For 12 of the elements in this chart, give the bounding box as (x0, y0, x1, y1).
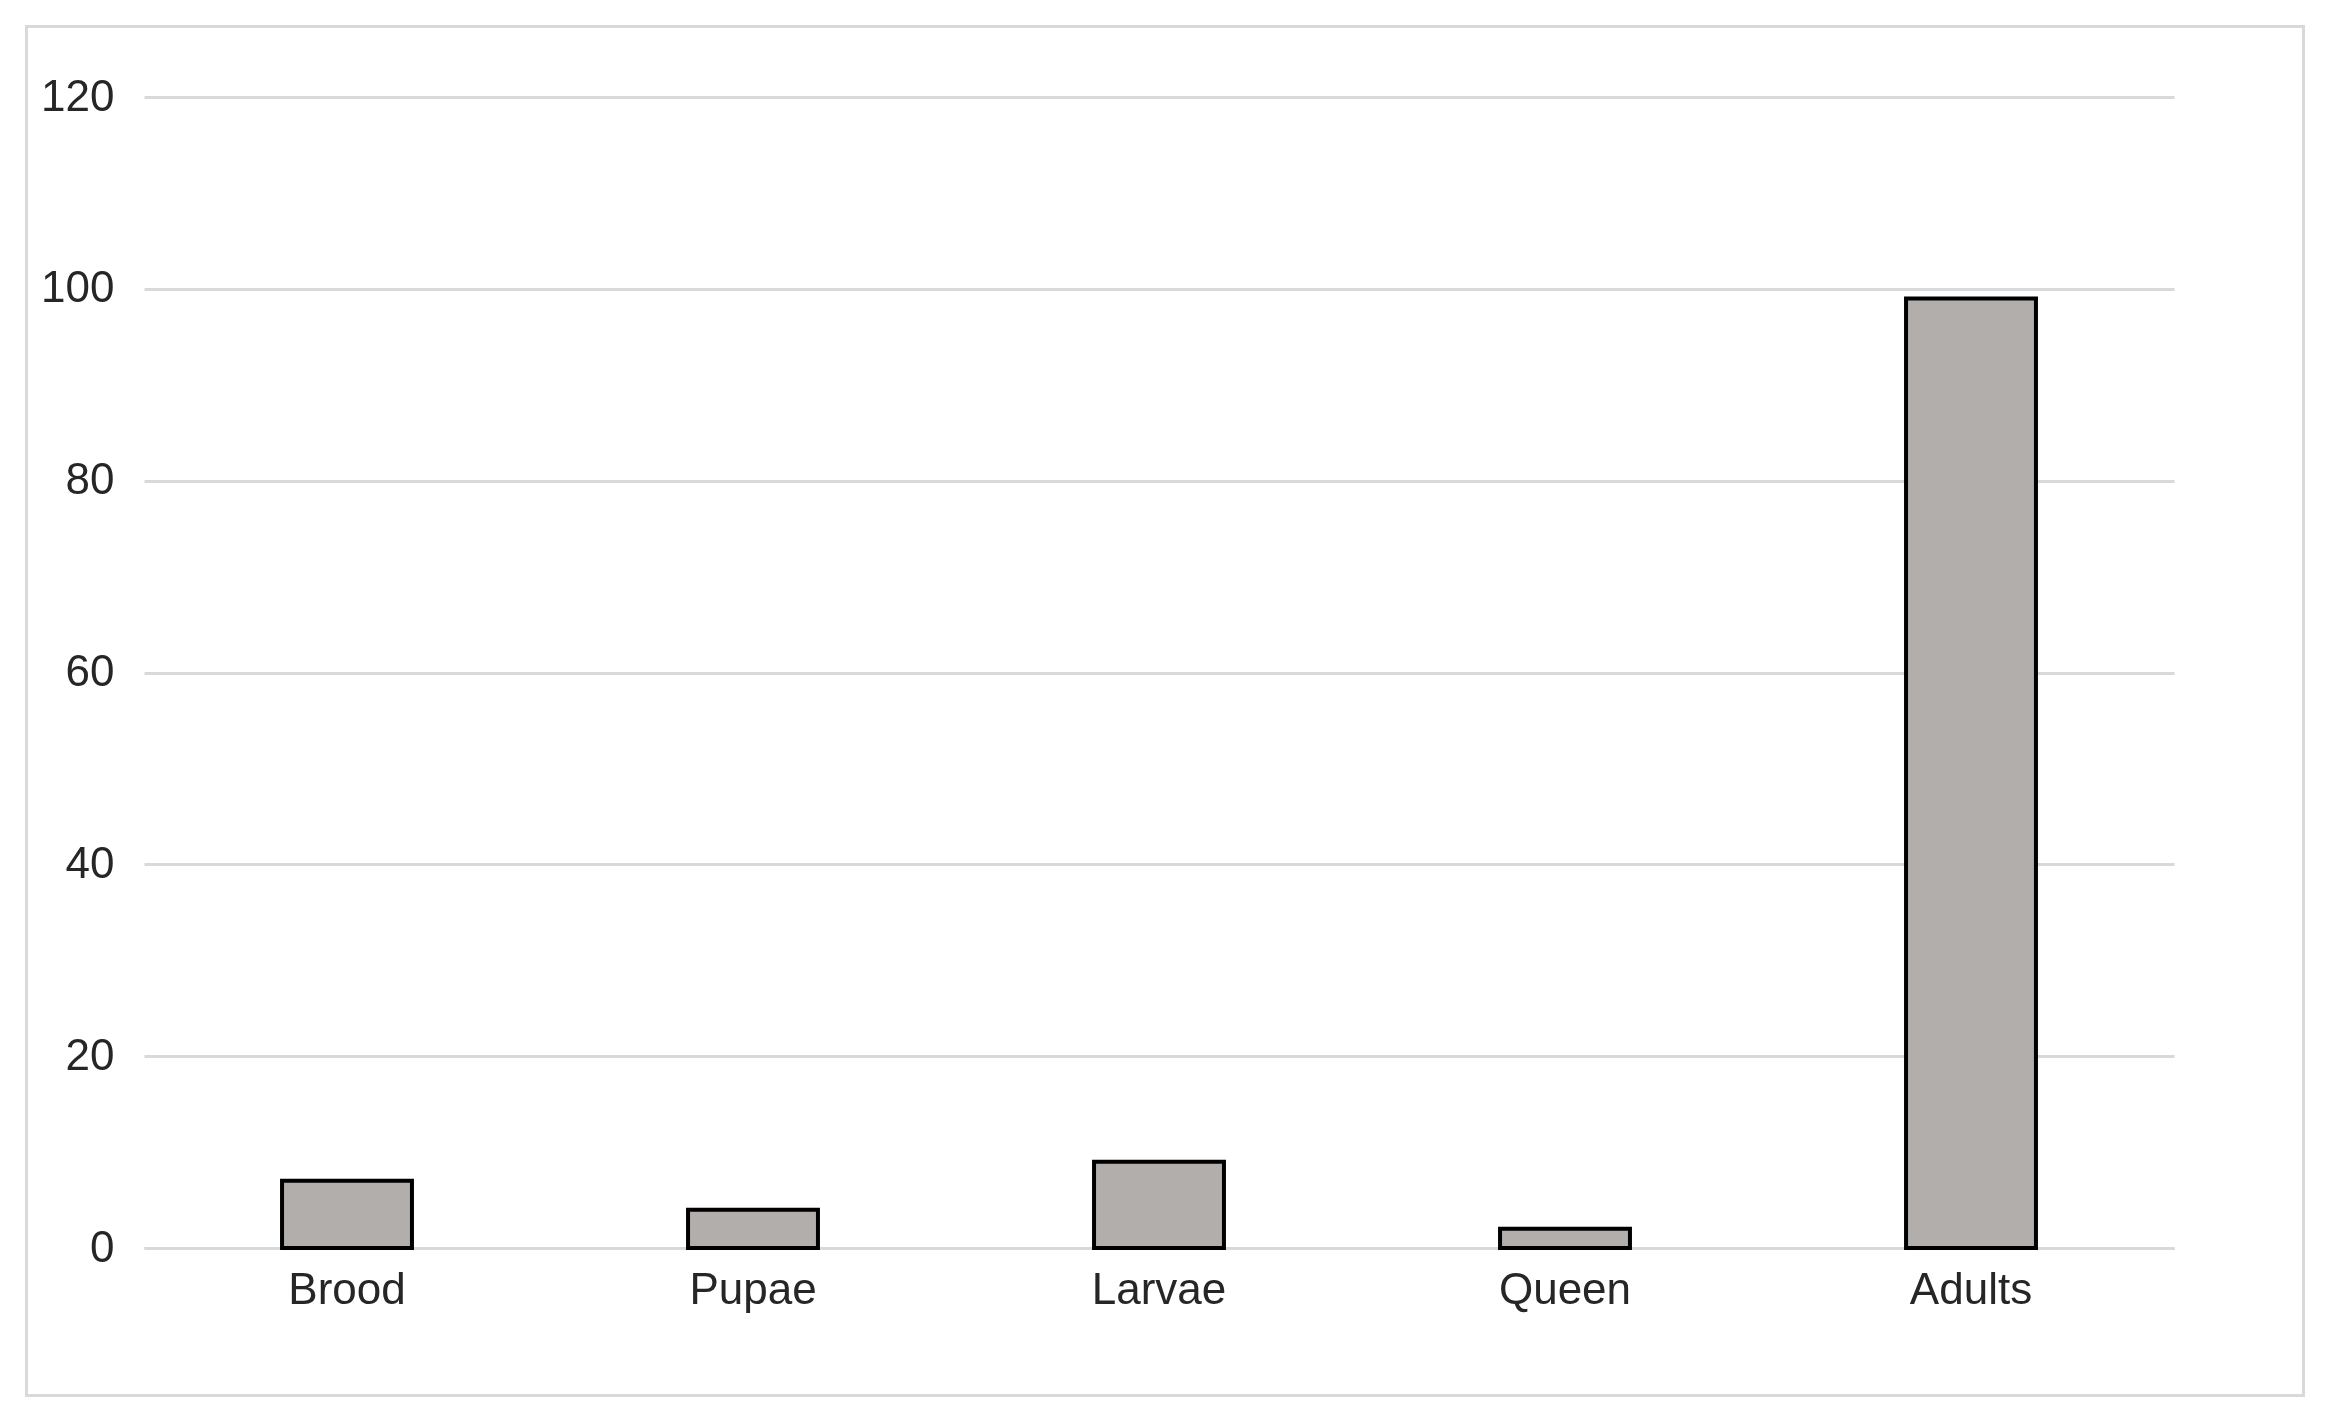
x-tick-label: Larvae (1091, 1263, 1227, 1313)
y-tick-label: 100 (41, 262, 115, 312)
y-tick-label: 40 (65, 837, 115, 887)
x-tick-label: Adults (1909, 1263, 2033, 1313)
y-tick-label: 80 (65, 454, 115, 504)
y-tick-label: 20 (65, 1029, 115, 1079)
x-tick-label: Brood (288, 1263, 406, 1313)
y-tick-label: 0 (90, 1221, 115, 1271)
x-tick-label: Queen (1498, 1263, 1632, 1313)
x-tick-label: Pupae (689, 1263, 817, 1313)
y-tick-label: 60 (65, 646, 115, 695)
y-tick-label: 120 (41, 70, 115, 120)
